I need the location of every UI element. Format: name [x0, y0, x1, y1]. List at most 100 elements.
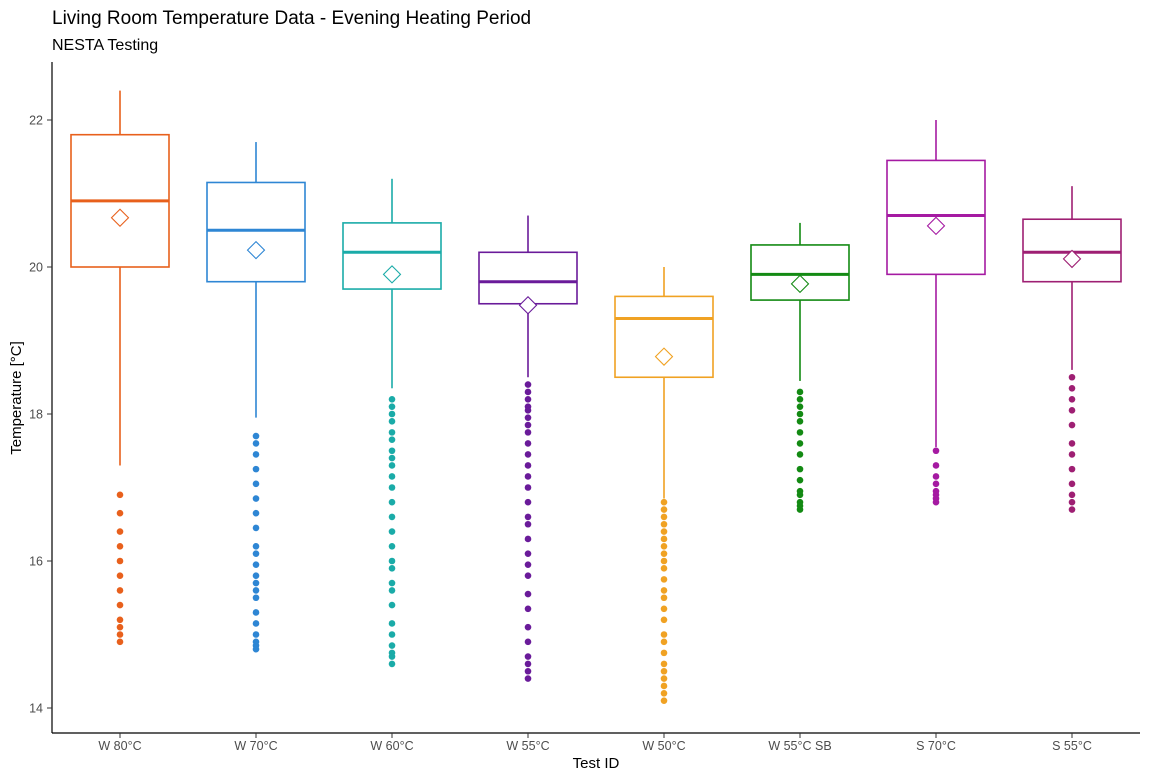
outlier-point [524, 623, 532, 631]
outlier-point [524, 381, 532, 388]
outlier-point [252, 594, 260, 602]
outlier-point [524, 638, 532, 646]
outlier-point [796, 388, 804, 396]
outlier-point [388, 557, 396, 565]
outlier-point [796, 429, 804, 436]
outlier-point [116, 601, 124, 609]
x-axis-ticks: W 80°C W 70°C W 60°C W 55°C W 50°C W 55°C SB S… [98, 733, 1092, 753]
outlier-point [932, 473, 940, 480]
outlier-point [660, 498, 668, 506]
outlier-point [1068, 384, 1076, 392]
outlier-point [524, 473, 532, 480]
y-tick-label: 22 [29, 114, 43, 128]
outlier-point [660, 565, 668, 572]
outlier-point [388, 660, 396, 668]
box-group [342, 178, 442, 668]
outlier-point [524, 414, 532, 421]
outlier-point [388, 587, 396, 594]
outlier-point [524, 572, 532, 579]
outlier-point [524, 675, 532, 682]
outlier-point [252, 572, 260, 579]
outlier-point [252, 465, 260, 473]
outlier-point [524, 667, 532, 675]
outlier-point [1068, 506, 1076, 513]
outlier-point [116, 528, 124, 535]
mean-marker [518, 295, 538, 315]
outlier-point [660, 535, 668, 543]
outlier-point [524, 520, 532, 528]
box-group [206, 142, 306, 653]
x-tick-label: S 55°C [1052, 739, 1092, 753]
box-group [886, 120, 986, 506]
x-tick-label: W 50°C [642, 739, 685, 753]
outlier-point [524, 407, 532, 414]
outlier-point [252, 451, 260, 458]
outlier-point [252, 579, 260, 587]
outlier-point [660, 543, 668, 550]
outlier-point [524, 561, 532, 568]
box-group [750, 222, 850, 513]
outlier-point [660, 616, 668, 624]
outlier-point [116, 543, 124, 550]
outlier-point [932, 447, 940, 455]
outlier-point [1068, 421, 1076, 429]
outlier-point [388, 620, 396, 627]
outlier-point [116, 557, 124, 565]
outlier-point [252, 440, 260, 447]
outlier-point [388, 447, 396, 455]
outlier-point [660, 557, 668, 565]
outlier-point [252, 645, 260, 653]
outlier-point [388, 473, 396, 480]
outlier-point [388, 436, 396, 444]
outlier-point [252, 509, 260, 517]
box-group [1022, 186, 1122, 513]
outlier-point [660, 520, 668, 528]
x-tick-label: S 70°C [916, 739, 956, 753]
outlier-point [660, 690, 668, 697]
outlier-point [116, 616, 124, 624]
box-group [478, 215, 578, 682]
outlier-point [388, 498, 396, 506]
outlier-point [116, 572, 124, 579]
x-tick-label: W 60°C [370, 739, 413, 753]
outlier-point [252, 609, 260, 616]
outlier-point [660, 513, 668, 521]
outlier-point [660, 675, 668, 682]
outlier-point [524, 429, 532, 436]
outlier-point [524, 550, 532, 557]
mean-marker [926, 216, 946, 236]
outlier-point [660, 576, 668, 583]
outlier-point [252, 587, 260, 594]
y-tick-label: 16 [29, 555, 43, 569]
outlier-point [524, 462, 532, 469]
outlier-point [932, 480, 940, 488]
outlier-point [388, 462, 396, 469]
iqr-box [342, 222, 442, 290]
mean-marker [246, 240, 266, 260]
outlier-point [796, 440, 804, 447]
iqr-box [886, 159, 986, 276]
outlier-point [660, 697, 668, 704]
outlier-point [660, 605, 668, 613]
outlier-point [1068, 373, 1076, 381]
outlier-point [524, 653, 532, 660]
outlier-point [388, 653, 396, 660]
outlier-point [796, 418, 804, 425]
box-group [70, 90, 170, 646]
mean-marker [382, 265, 402, 284]
outlier-point [796, 451, 804, 458]
outlier-point [796, 396, 804, 403]
outlier-point [660, 631, 668, 638]
mean-marker [654, 347, 674, 366]
outlier-point [388, 454, 396, 462]
outlier-point [388, 528, 396, 535]
outlier-point [388, 543, 396, 550]
x-tick-label: W 70°C [234, 739, 277, 753]
outlier-point [388, 642, 396, 649]
outlier-point [1068, 396, 1076, 403]
outlier-point [388, 418, 396, 425]
outlier-point [116, 491, 124, 499]
outlier-point [116, 623, 124, 631]
outlier-point [1068, 407, 1076, 414]
